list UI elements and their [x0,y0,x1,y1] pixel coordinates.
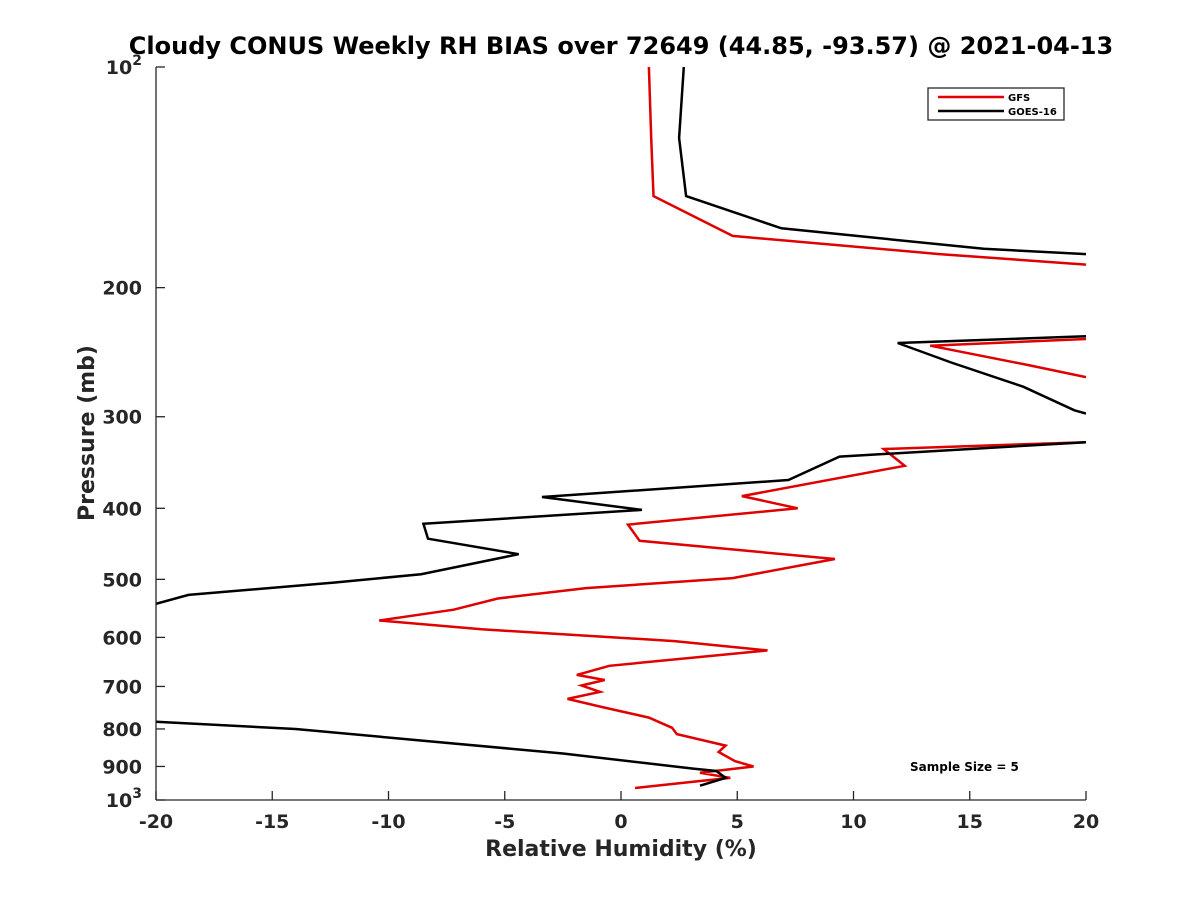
x-tick-label: -10 [371,811,405,833]
x-axis-ticks: -20 -15 -10 -5 0 5 10 15 20 [139,791,1099,833]
series-line-gfs [379,67,1086,790]
y-tick-label: 800 [102,719,142,741]
x-axis-label: Relative Humidity (%) [485,837,757,862]
x-tick-label: 5 [731,811,744,833]
y-tick-label: 500 [102,569,142,591]
series-line-goes16 [156,67,1086,787]
y-tick-label-base: 10 [106,57,132,79]
legend-box [927,87,1065,121]
legend-label-goes16: GOES-16 [1008,107,1057,118]
chart-title: Cloudy CONUS Weekly RH BIAS over 72649 (… [129,32,1113,60]
y-tick-label-exponent: 2 [132,53,142,69]
x-tick-label: -20 [139,811,173,833]
x-tick-label: -5 [494,811,515,833]
legend: GFS GOES-16 [927,87,1065,121]
y-axis-label: Pressure (mb) [75,345,100,521]
y-tick-label: 103 [106,786,142,812]
y-tick-label: 400 [102,498,142,520]
y-tick-label: 600 [102,627,142,649]
x-tick-label: 20 [1073,811,1099,833]
series-layer [156,67,1086,790]
x-tick-label: 10 [840,811,866,833]
x-tick-label: -15 [255,811,289,833]
y-tick-label-base: 10 [106,790,132,812]
x-tick-label: 15 [957,811,983,833]
x-tick-label: 0 [614,811,627,833]
y-tick-label: 102 [106,53,142,79]
sample-size-annotation: Sample Size = 5 [910,760,1019,774]
y-tick-label: 300 [102,407,142,429]
y-tick-label: 700 [102,676,142,698]
y-tick-label: 200 [102,278,142,300]
y-tick-label-exponent: 3 [132,786,142,802]
y-tick-label: 900 [102,756,142,778]
plot-area [156,67,1086,800]
legend-label-gfs: GFS [1008,93,1030,104]
